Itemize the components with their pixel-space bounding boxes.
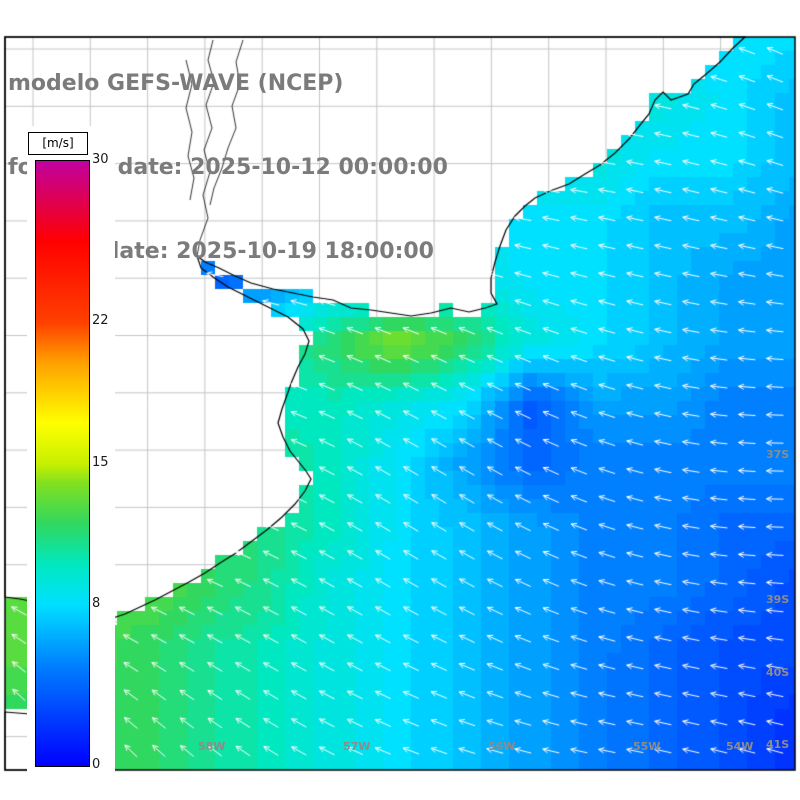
model-title: modelo GEFS-WAVE (NCEP) [8, 71, 344, 96]
longitude-label: 56W [488, 740, 516, 753]
latitude-label: 37S [766, 448, 790, 461]
colorbar-tick: 0 [92, 757, 101, 772]
colorbar-tick: 22 [92, 313, 109, 329]
colorbar-tick: 8 [92, 595, 101, 611]
colorbar-tick: 30 [92, 152, 109, 167]
latitude-label: 40S [766, 666, 790, 679]
colorbar-gradient [35, 160, 90, 767]
latitude-label: 41S [766, 738, 790, 751]
colorbar-tick: 15 [92, 454, 109, 470]
longitude-label: 57W [343, 740, 371, 753]
latitude-label: 39S [766, 593, 790, 606]
colorbar: [m/s] 30 22 15 8 0 [27, 126, 115, 776]
longitude-label: 55W [633, 740, 661, 753]
longitude-label: 58W [198, 740, 226, 753]
longitude-label: 54W [726, 740, 754, 753]
colorbar-unit-label: [m/s] [28, 132, 88, 155]
